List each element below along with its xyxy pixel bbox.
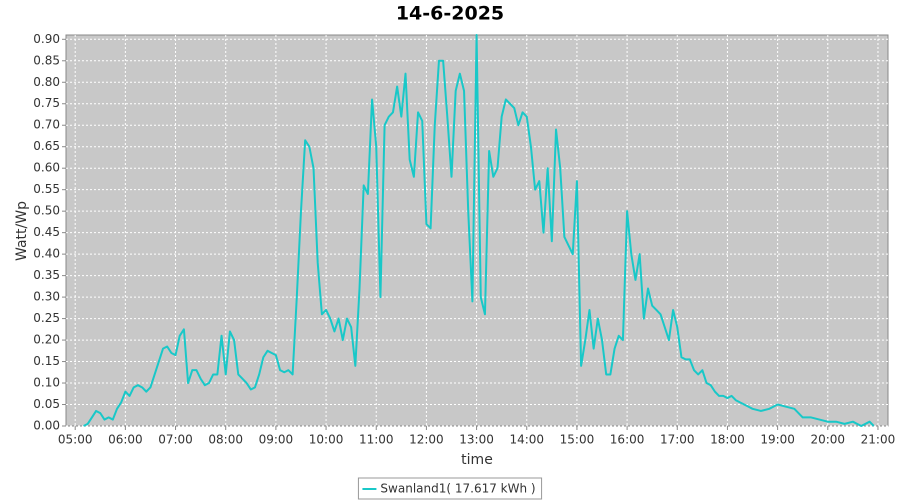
y-tick-label: 0.30: [33, 290, 60, 304]
x-tick-label: 19:00: [760, 433, 795, 447]
legend: Swanland1( 17.617 kWh ): [357, 477, 543, 500]
legend-box: [357, 477, 543, 500]
y-axis-label: Watt/Wp: [14, 201, 30, 261]
x-tick-label: 18:00: [710, 433, 745, 447]
x-tick-label: 07:00: [158, 433, 193, 447]
x-tick-label: 21:00: [861, 433, 896, 447]
y-tick-label: 0.55: [33, 182, 60, 196]
y-tick-label: 0.05: [33, 397, 60, 411]
x-tick-label: 14:00: [509, 433, 544, 447]
y-tick-label: 0.70: [33, 118, 60, 132]
chart-title: 14-6-2025: [396, 3, 504, 25]
x-tick-label: 08:00: [208, 433, 243, 447]
y-tick-label: 0.25: [33, 311, 60, 325]
x-tick-label: 06:00: [108, 433, 143, 447]
y-tick-label: 0.85: [33, 53, 60, 67]
y-tick-label: 0.45: [33, 225, 60, 239]
y-tick-label: 0.80: [33, 75, 60, 89]
x-tick-label: 17:00: [660, 433, 695, 447]
x-tick-label: 12:00: [409, 433, 444, 447]
x-axis-label: time: [461, 452, 493, 468]
y-tick-label: 0.50: [33, 204, 60, 218]
x-tick-label: 05:00: [58, 433, 93, 447]
x-tick-label: 09:00: [259, 433, 294, 447]
y-tick-label: 0.40: [33, 247, 60, 261]
x-tick-label: 15:00: [560, 433, 595, 447]
y-tick-label: 0.90: [33, 32, 60, 46]
x-tick-label: 11:00: [359, 433, 394, 447]
data-line: [83, 34, 875, 427]
x-tick-label: 10:00: [309, 433, 344, 447]
y-tick-label: 0.10: [33, 376, 60, 390]
x-tick-label: 16:00: [610, 433, 645, 447]
y-tick-label: 0.60: [33, 161, 60, 175]
y-tick-label: 0.35: [33, 268, 60, 282]
y-tick-label: 0.15: [33, 354, 60, 368]
x-tick-label: 20:00: [810, 433, 845, 447]
y-tick-label: 0.65: [33, 139, 60, 153]
y-tick-label: 0.00: [33, 419, 60, 433]
y-tick-label: 0.75: [33, 96, 60, 110]
x-tick-label: 13:00: [459, 433, 494, 447]
legend-label: Swanland1( 17.617 kWh ): [380, 482, 535, 496]
y-tick-label: 0.20: [33, 333, 60, 347]
